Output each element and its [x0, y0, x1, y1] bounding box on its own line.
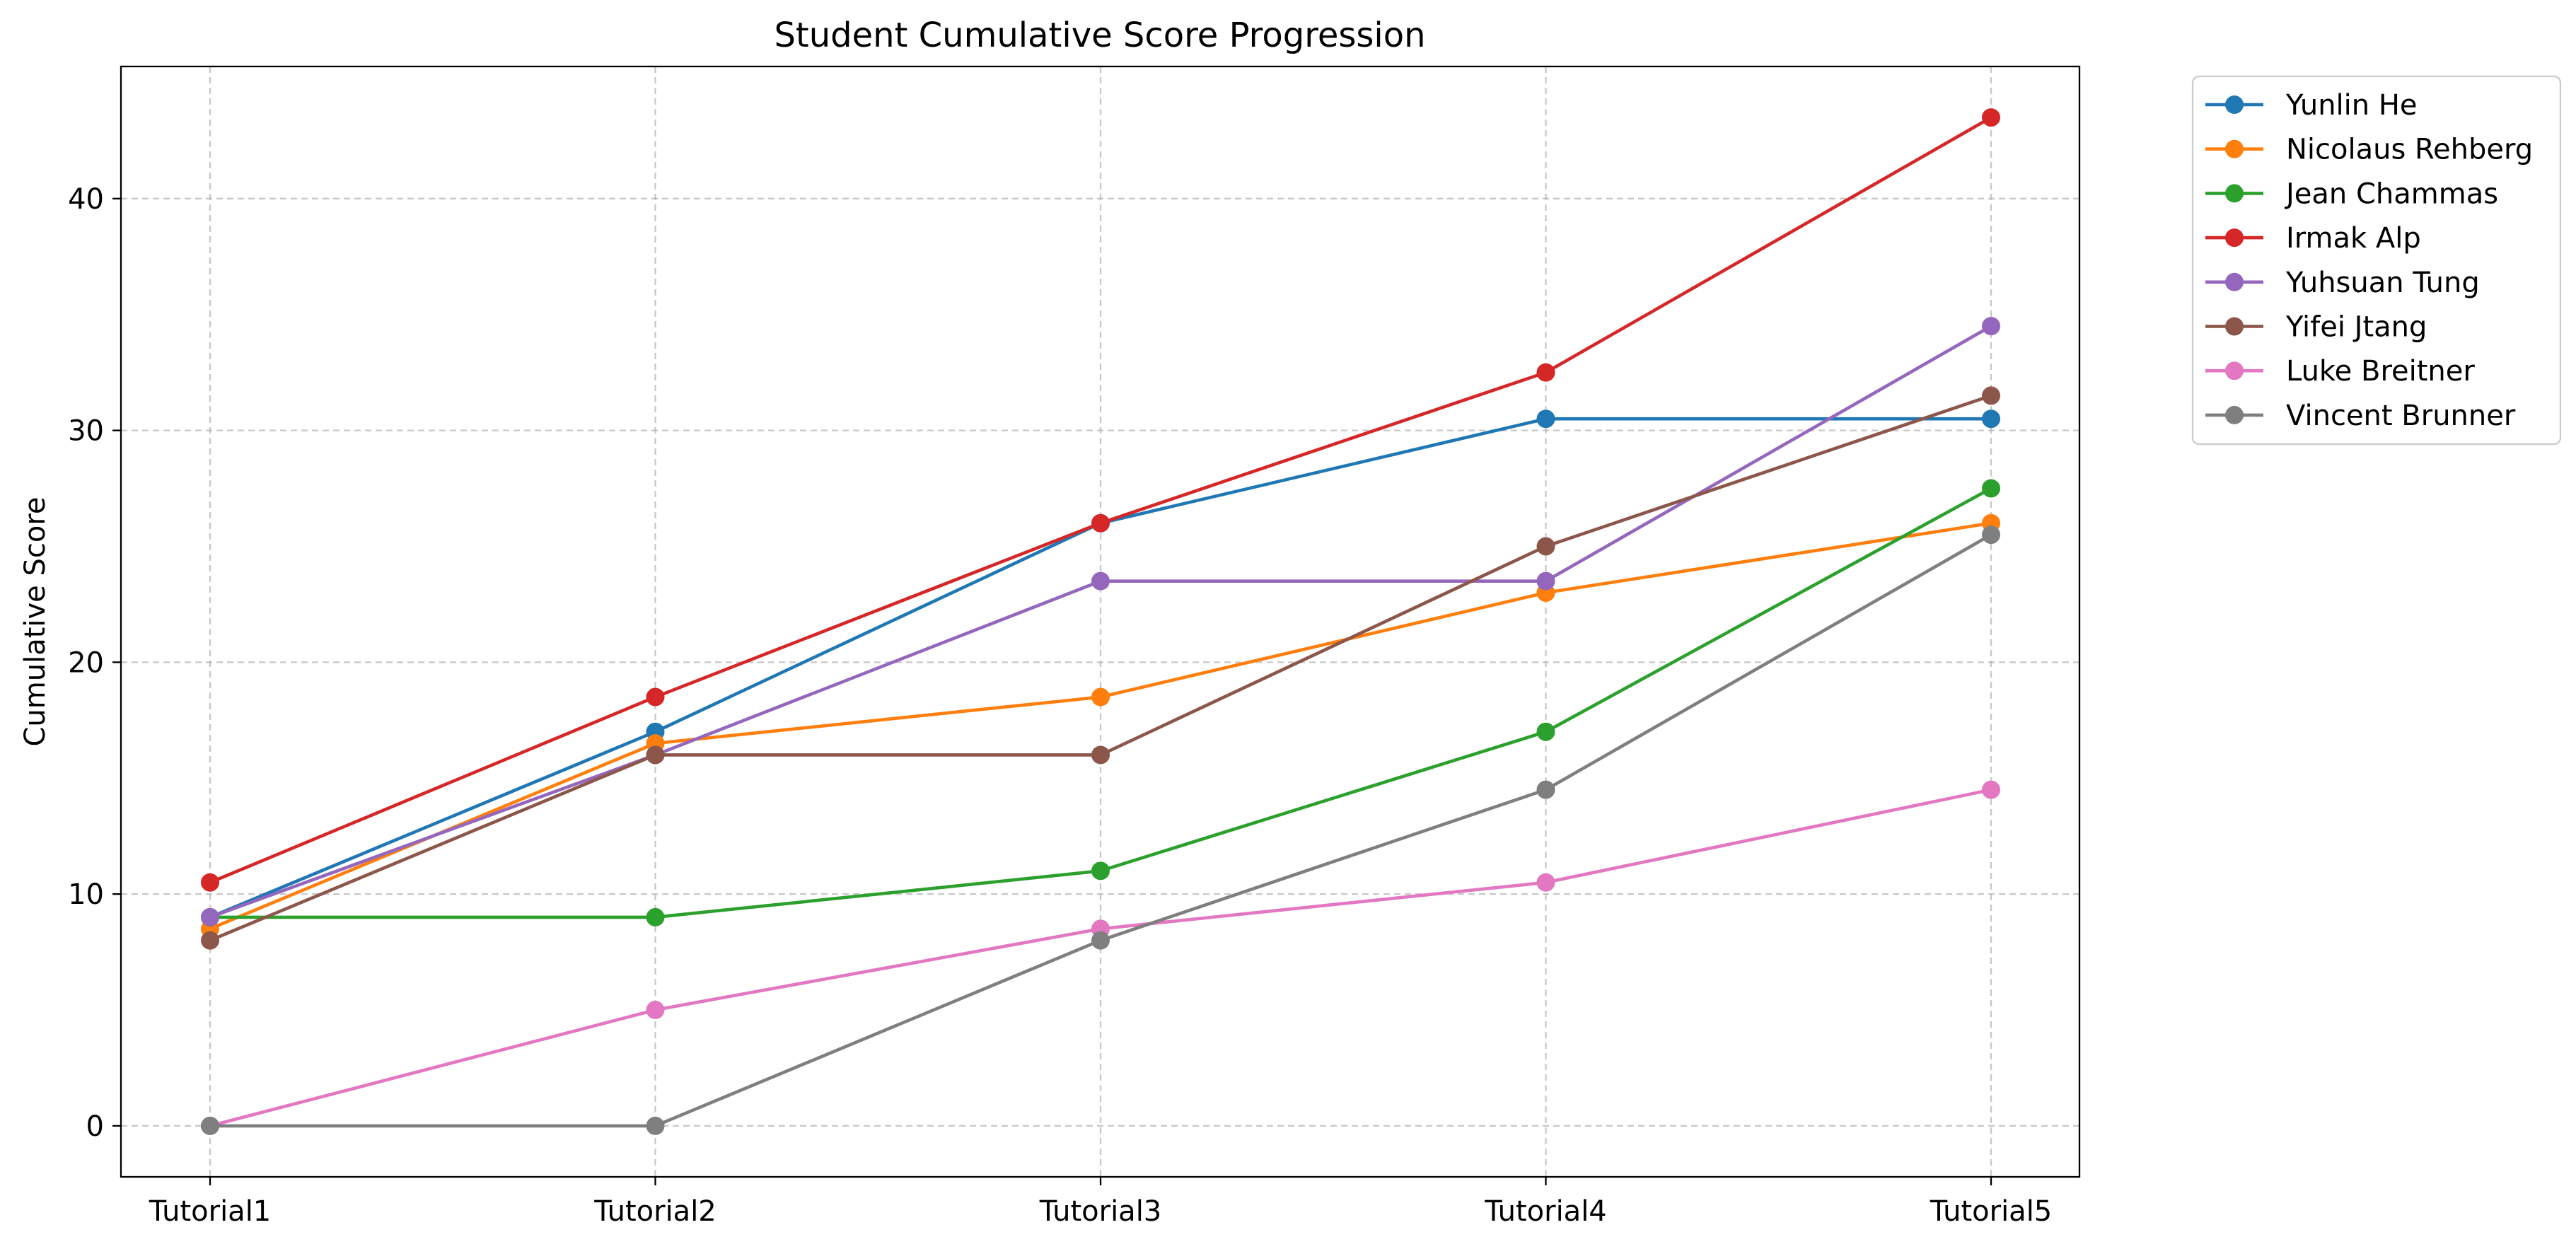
data-point — [646, 1116, 665, 1135]
data-point — [1536, 363, 1555, 382]
legend-marker-swatch — [2225, 95, 2244, 114]
legend-marker-swatch — [2225, 317, 2244, 336]
legend-label: Yuhsuan Tung — [2285, 267, 2480, 299]
legend-label: Irmak Alp — [2286, 222, 2421, 255]
series-vincent-brunner — [201, 525, 2000, 1135]
legend: Yunlin He Nicolaus Rehberg Jean Chammas Irm… — [2191, 75, 2562, 446]
data-point — [1982, 525, 2000, 545]
legend-marker-swatch — [2225, 228, 2244, 248]
legend-entry: Irmak Alp — [2205, 222, 2421, 255]
legend-entry: Jean Chammas — [2205, 178, 2498, 210]
data-point — [646, 687, 665, 707]
data-point — [1536, 722, 1555, 741]
legend-marker-swatch — [2225, 361, 2244, 380]
data-point — [1091, 745, 1110, 765]
x-tick-label: Tutorial4 — [1484, 1195, 1607, 1228]
axis-ticks: Tutorial1 Tutorial2 Tutorial3 Tutorial4 Tuto… — [68, 183, 2052, 1228]
legend-label: Jean Chammas — [2284, 178, 2498, 210]
x-tick-label: Tutorial3 — [1039, 1195, 1162, 1228]
legend-label: Yifei Jtang — [2285, 311, 2427, 344]
legend-label: Vincent Brunner — [2286, 400, 2516, 432]
data-point — [1536, 780, 1555, 799]
legend-marker-swatch — [2225, 405, 2244, 424]
legend-entry: Yunlin He — [2205, 89, 2418, 122]
y-tick-label: 40 — [68, 183, 104, 216]
data-point — [646, 1001, 665, 1020]
series-yifei-jtang — [201, 386, 2000, 950]
data-point — [1982, 317, 2000, 336]
data-point — [1982, 108, 2000, 127]
data-point — [646, 745, 665, 765]
data-point — [1982, 409, 2000, 429]
legend-label: Nicolaus Rehberg — [2286, 134, 2533, 166]
legend-entry: Luke Breitner — [2205, 355, 2475, 388]
data-point — [1982, 479, 2000, 498]
legend-items: Yunlin He Nicolaus Rehberg Jean Chammas Irm… — [2205, 89, 2533, 432]
x-tick-label: Tutorial2 — [593, 1195, 716, 1228]
legend-entry: Nicolaus Rehberg — [2205, 134, 2533, 166]
chart-title: Student Cumulative Score Progression — [774, 16, 1425, 55]
data-point — [201, 1116, 219, 1135]
series-irmak-alp — [201, 108, 2000, 892]
data-point — [1536, 571, 1555, 591]
grid — [121, 66, 2079, 1177]
data-point — [646, 907, 665, 926]
legend-marker-swatch — [2225, 184, 2244, 203]
data-point — [1091, 861, 1110, 881]
legend-marker-swatch — [2225, 139, 2244, 158]
legend-entry: Yuhsuan Tung — [2205, 267, 2480, 299]
data-point — [1091, 513, 1110, 533]
legend-entry: Vincent Brunner — [2205, 400, 2516, 432]
data-point — [1536, 873, 1555, 892]
series-group — [201, 108, 2000, 1135]
legend-label: Yunlin He — [2285, 89, 2418, 122]
data-point — [1091, 931, 1110, 950]
data-point — [201, 907, 219, 926]
legend-marker-swatch — [2225, 272, 2244, 291]
data-point — [1536, 537, 1555, 556]
data-point — [1536, 409, 1555, 429]
x-tick-label: Tutorial5 — [1930, 1195, 2053, 1228]
legend-entry: Yifei Jtang — [2205, 311, 2427, 344]
x-tick-label: Tutorial1 — [149, 1195, 272, 1228]
y-tick-label: 30 — [68, 415, 104, 448]
legend-frame — [2191, 75, 2562, 446]
y-tick-label: 20 — [68, 646, 104, 679]
data-point — [1982, 386, 2000, 405]
data-point — [1091, 571, 1110, 591]
y-tick-label: 10 — [68, 878, 104, 911]
legend-label: Luke Breitner — [2286, 355, 2475, 388]
data-point — [201, 873, 219, 892]
data-point — [1091, 687, 1110, 707]
data-point — [201, 931, 219, 950]
y-axis-label: Cumulative Score — [19, 496, 52, 746]
data-point — [1982, 780, 2000, 799]
y-tick-label: 0 — [86, 1110, 104, 1143]
